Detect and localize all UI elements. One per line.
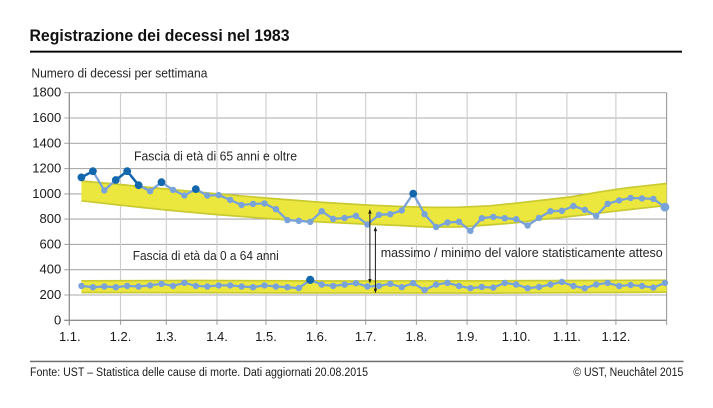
svg-text:Numero di decessi per settiman: Numero di decessi per settimana bbox=[31, 66, 208, 81]
svg-text:1.2.: 1.2. bbox=[110, 329, 132, 344]
svg-text:1.9.: 1.9. bbox=[456, 329, 478, 344]
svg-text:1000: 1000 bbox=[32, 186, 61, 201]
svg-text:1.6.: 1.6. bbox=[306, 329, 328, 344]
svg-text:800: 800 bbox=[39, 211, 61, 226]
svg-text:1.10.: 1.10. bbox=[502, 329, 531, 344]
svg-text:600: 600 bbox=[39, 236, 61, 251]
svg-text:1.4.: 1.4. bbox=[206, 329, 228, 344]
svg-text:1600: 1600 bbox=[32, 110, 61, 125]
svg-text:Fascia di età di 65 anni e olt: Fascia di età di 65 anni e oltre bbox=[134, 149, 297, 164]
svg-text:400: 400 bbox=[39, 262, 61, 277]
svg-text:1.7.: 1.7. bbox=[355, 329, 377, 344]
svg-text:0: 0 bbox=[54, 312, 61, 327]
svg-text:1800: 1800 bbox=[32, 85, 61, 100]
svg-text:1200: 1200 bbox=[32, 161, 61, 176]
svg-text:1.12.: 1.12. bbox=[601, 329, 630, 344]
svg-text:1.11.: 1.11. bbox=[553, 329, 581, 344]
svg-text:Fascia di età da 0 a 64 anni: Fascia di età da 0 a 64 anni bbox=[133, 248, 279, 263]
svg-text:200: 200 bbox=[39, 287, 61, 302]
svg-text:1.8.: 1.8. bbox=[406, 329, 428, 344]
svg-text:1.5.: 1.5. bbox=[255, 329, 277, 344]
svg-text:1.1.: 1.1. bbox=[59, 329, 81, 344]
svg-text:© UST, Neuchâtel 2015: © UST, Neuchâtel 2015 bbox=[573, 367, 683, 379]
svg-text:1400: 1400 bbox=[32, 135, 61, 150]
svg-text:1.3.: 1.3. bbox=[155, 329, 177, 344]
svg-text:Registrazione dei decessi nel: Registrazione dei decessi nel 1983 bbox=[30, 27, 290, 45]
svg-text:Fonte: UST – Statistica delle: Fonte: UST – Statistica delle cause di m… bbox=[30, 367, 368, 379]
svg-text:massimo / minimo del valore st: massimo / minimo del valore statisticame… bbox=[381, 245, 663, 260]
